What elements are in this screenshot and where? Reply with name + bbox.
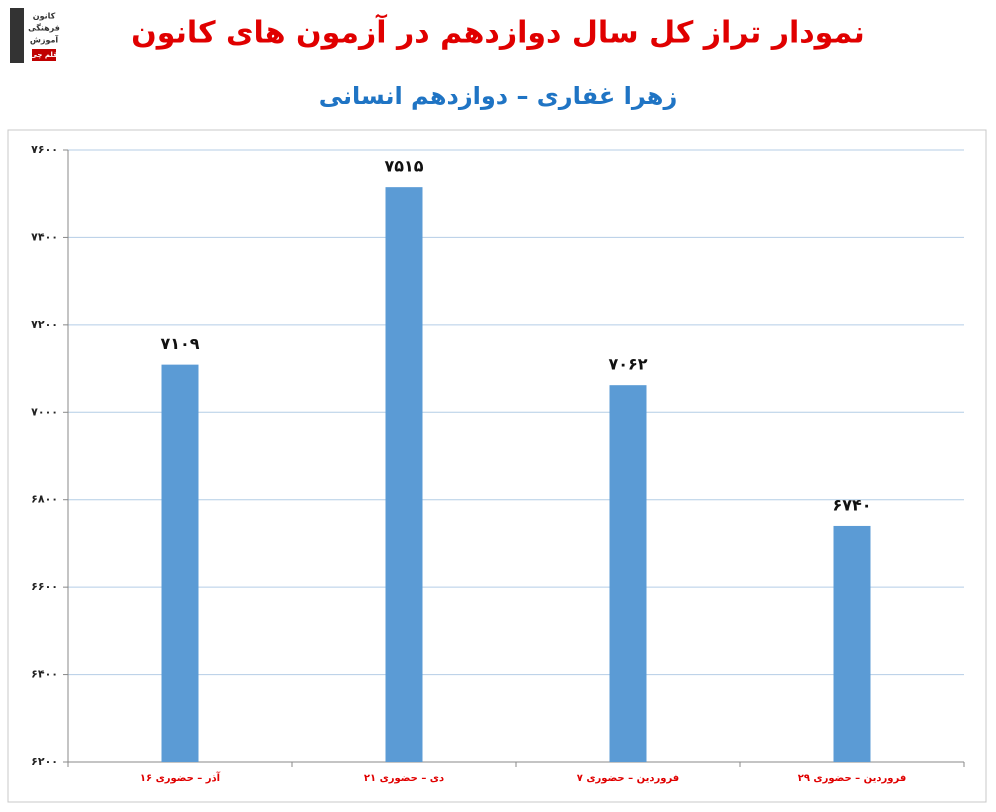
y-tick-label: ۶۲۰۰ [31,755,58,768]
logo-badge [32,49,56,61]
value-label: ۶۷۴۰ [832,495,871,514]
logo: کانون فرهنگی آموزش قلم چی [10,8,60,63]
x-tick-label: ۲۱ دی – حضوری [364,773,444,784]
chart-frame [7,129,987,803]
y-tick-label: ۶۸۰۰ [31,493,58,506]
logo-text: آموزش [30,35,59,46]
bar [609,385,647,762]
bar [385,187,423,762]
logo-text: قلم چی [30,51,58,59]
value-label: ۷۵۱۵ [384,157,423,176]
chart-title: نمودار تراز کل سال دوازدهم در آزمون های … [131,14,865,51]
chart-subtitle: زهرا غفاری – دوازدهم انسانی [319,82,678,110]
y-tick-label: ۷۰۰۰ [31,405,58,418]
y-tick-label: ۶۶۰۰ [31,580,58,593]
logo-text: فرهنگی [28,23,60,33]
x-tick-label: ۱۶ آذر – حضوری [140,771,221,784]
logo-figure [10,8,24,63]
logo-text: کانون [33,12,56,21]
x-tick-label: ۲۹ فروردین – حضوری [798,773,907,784]
y-tick-label: ۷۲۰۰ [31,318,58,331]
value-label: ۷۰۶۲ [608,355,647,374]
x-tick-label: ۷ فروردین – حضوری [577,773,679,784]
y-tick-label: ۷۴۰۰ [31,230,58,243]
bar [161,364,199,762]
bar [833,525,871,762]
y-tick-label: ۶۴۰۰ [31,668,58,681]
y-tick-label: ۷۶۰۰ [31,143,58,156]
value-label: ۷۱۰۹ [160,334,199,353]
